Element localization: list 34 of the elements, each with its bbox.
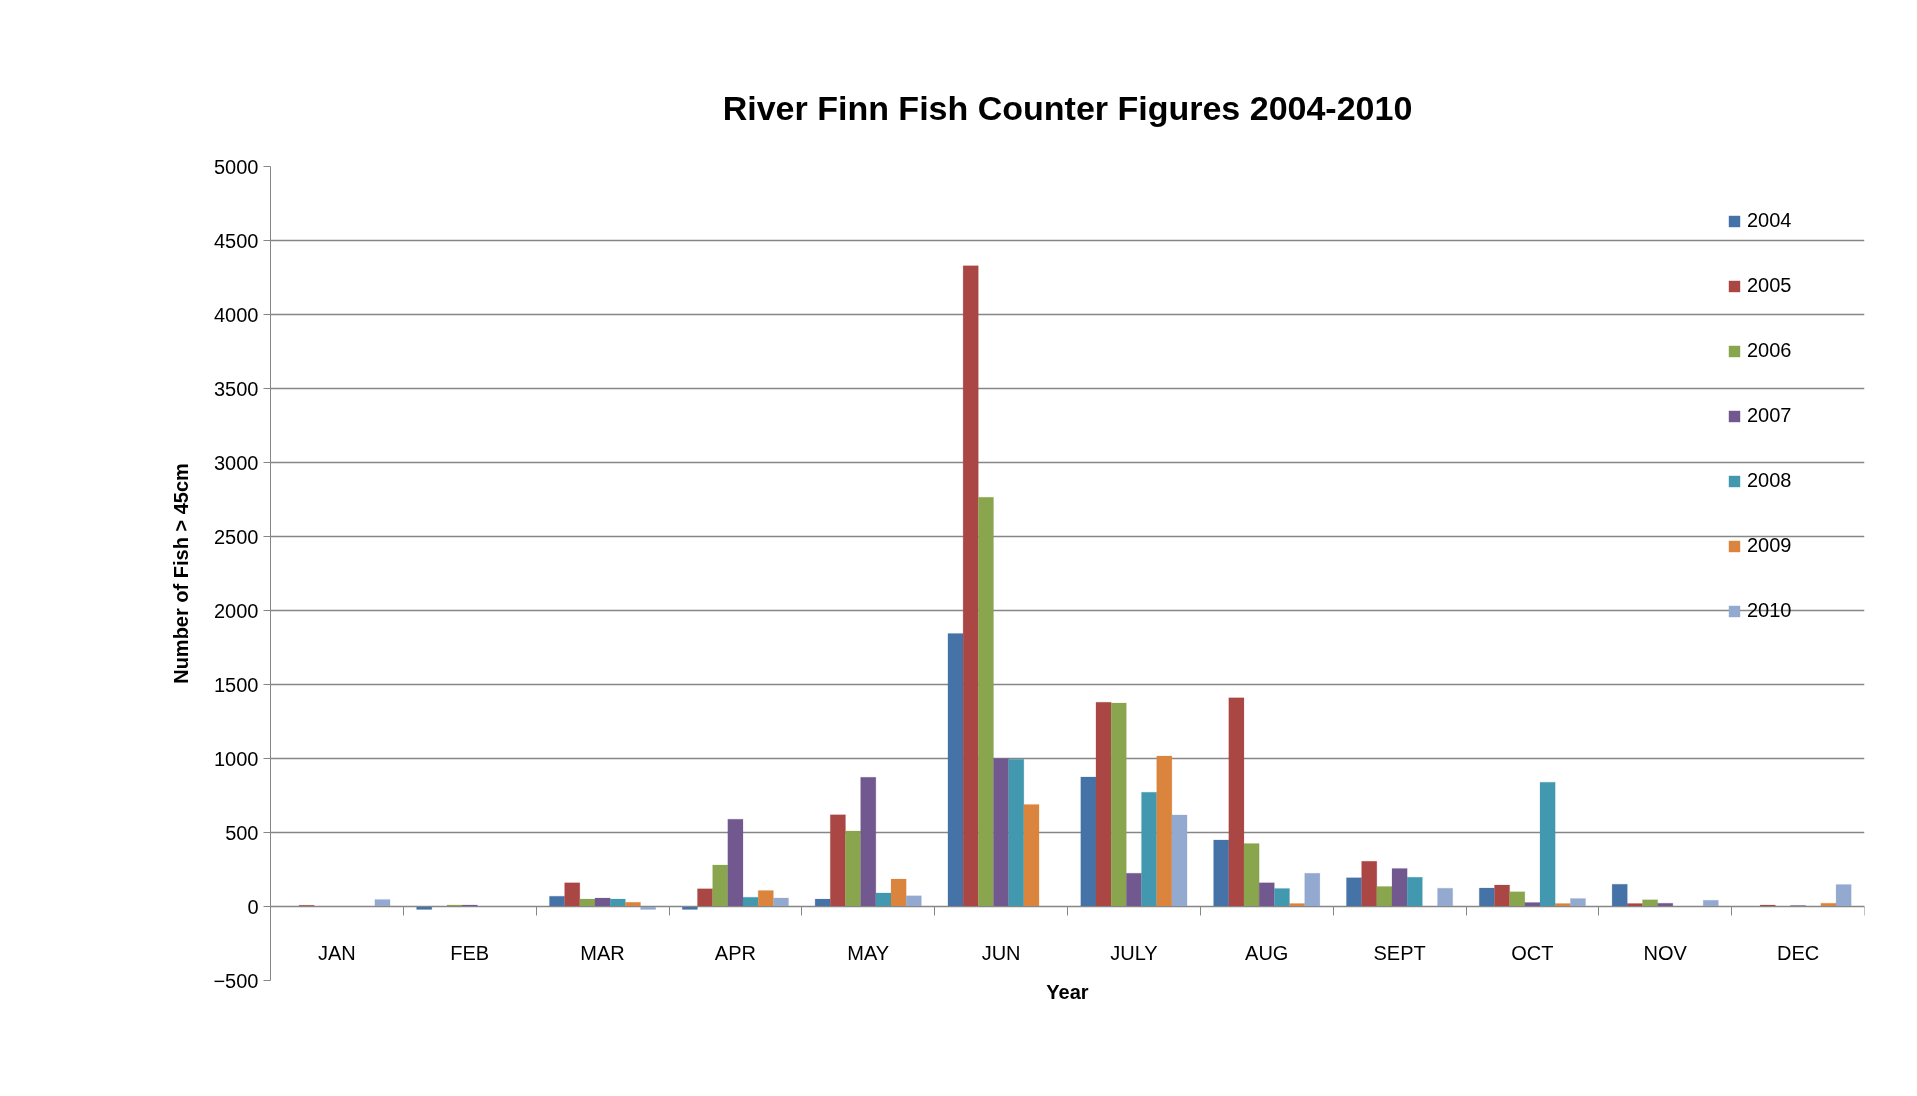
x-tick-label: FEB	[450, 941, 490, 964]
legend-label: 2008	[1747, 469, 1792, 492]
legend-label: 2010	[1747, 599, 1792, 622]
y-axis-title: Number of Fish > 45cm	[170, 463, 193, 684]
x-tick-label: NOV	[1643, 941, 1688, 964]
legend-label: 2004	[1747, 209, 1792, 232]
x-tick-label: SEPT	[1373, 941, 1426, 964]
y-tick-label: 1000	[214, 747, 259, 770]
y-tick-label: 2000	[214, 599, 259, 622]
y-tick-label: 1500	[214, 673, 259, 696]
chart-title: River Finn Fish Counter Figures 2004-2010	[722, 88, 1413, 127]
legend-label: 2005	[1747, 274, 1792, 297]
y-tick-label: 2500	[214, 525, 259, 548]
x-tick-label: JAN	[318, 941, 356, 964]
legend-label: 2006	[1747, 339, 1792, 362]
x-tick-label: MAY	[847, 941, 890, 964]
x-axis-title: Year	[1046, 980, 1089, 1003]
x-tick-label: MAR	[580, 941, 625, 964]
y-tick-label: 4000	[214, 303, 259, 326]
x-tick-label: APR	[714, 941, 756, 964]
y-tick-label: 4500	[214, 229, 259, 252]
x-tick-label: DEC	[1776, 941, 1820, 964]
y-tick-label: 0	[247, 895, 259, 918]
legend-label: 2007	[1747, 404, 1792, 427]
x-tick-label: OCT	[1511, 941, 1554, 964]
x-tick-label: JUN	[981, 941, 1021, 964]
legend-label: 2009	[1747, 534, 1792, 557]
y-tick-label: 3000	[214, 451, 259, 474]
x-tick-label: AUG	[1245, 941, 1289, 964]
y-tick-label: 5000	[214, 155, 259, 178]
y-tick-label: 500	[225, 821, 259, 844]
y-tick-label: 3500	[214, 377, 259, 400]
y-tick-label: −500	[213, 969, 259, 992]
x-tick-label: JULY	[1110, 941, 1158, 964]
